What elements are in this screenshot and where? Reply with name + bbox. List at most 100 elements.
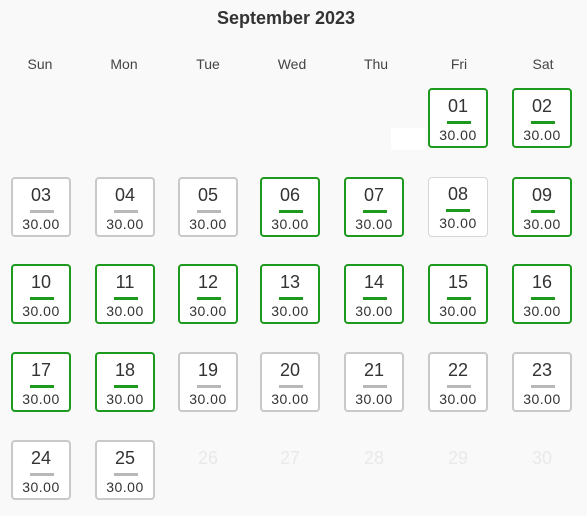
day-number: 06: [279, 185, 301, 205]
day-price: 30.00: [355, 303, 393, 319]
disabled-day-26: 26: [197, 448, 219, 468]
day-cell-10[interactable]: 10 30.00: [11, 264, 71, 324]
day-number: 01: [447, 96, 469, 116]
day-number: 22: [447, 360, 469, 380]
day-price: 30.00: [106, 303, 144, 319]
day-price: 30.00: [22, 479, 60, 495]
day-number: 17: [30, 360, 52, 380]
day-cell-01[interactable]: 01 30.00: [428, 88, 488, 148]
day-number: 05: [197, 185, 219, 205]
day-price: 30.00: [22, 303, 60, 319]
day-number: 09: [531, 185, 553, 205]
day-number: 18: [114, 360, 136, 380]
day-number: 11: [115, 272, 135, 292]
day-cell-12[interactable]: 12 30.00: [178, 264, 238, 324]
day-price: 30.00: [22, 391, 60, 407]
availability-bar: [197, 297, 221, 300]
day-cell-24[interactable]: 24 30.00: [11, 440, 71, 500]
day-price: 30.00: [189, 303, 227, 319]
disabled-day-29: 29: [447, 448, 469, 468]
day-cell-07[interactable]: 07 30.00: [344, 177, 404, 237]
availability-bar: [447, 385, 471, 388]
day-price: 30.00: [355, 391, 393, 407]
day-number: 24: [30, 448, 52, 468]
day-cell-17[interactable]: 17 30.00: [11, 352, 71, 412]
blank-patch: [391, 128, 425, 150]
day-price: 30.00: [189, 391, 227, 407]
day-price: 30.00: [439, 303, 477, 319]
disabled-day-27: 27: [279, 448, 301, 468]
day-cell-14[interactable]: 14 30.00: [344, 264, 404, 324]
day-price: 30.00: [271, 216, 309, 232]
day-price: 30.00: [22, 216, 60, 232]
day-number: 13: [279, 272, 301, 292]
month-title: September 2023: [216, 8, 356, 28]
day-price: 30.00: [523, 303, 561, 319]
day-number: 15: [447, 272, 469, 292]
weekday-tue: Tue: [196, 56, 220, 72]
day-cell-15[interactable]: 15 30.00: [428, 264, 488, 324]
day-cell-16[interactable]: 16 30.00: [512, 264, 572, 324]
day-price: 30.00: [523, 127, 561, 143]
day-number: 07: [363, 185, 385, 205]
day-price: 30.00: [106, 479, 144, 495]
day-cell-20[interactable]: 20 30.00: [260, 352, 320, 412]
day-price: 30.00: [106, 216, 144, 232]
day-cell-13[interactable]: 13 30.00: [260, 264, 320, 324]
day-price: 30.00: [189, 216, 227, 232]
day-cell-05[interactable]: 05 30.00: [178, 177, 238, 237]
availability-bar: [531, 297, 555, 300]
weekday-wed: Wed: [277, 56, 307, 72]
day-price: 30.00: [439, 127, 477, 143]
availability-bar: [363, 210, 387, 213]
day-price: 30.00: [523, 216, 561, 232]
availability-bar: [279, 297, 303, 300]
disabled-day-28: 28: [363, 448, 385, 468]
day-cell-23[interactable]: 23 30.00: [512, 352, 572, 412]
day-cell-06[interactable]: 06 30.00: [260, 177, 320, 237]
availability-bar: [531, 210, 555, 213]
availability-bar: [279, 210, 303, 213]
day-number: 12: [197, 272, 219, 292]
day-number: 21: [363, 360, 385, 380]
day-number: 16: [531, 272, 553, 292]
weekday-sat: Sat: [532, 56, 554, 72]
availability-bar: [363, 297, 387, 300]
weekday-thu: Thu: [363, 56, 389, 72]
day-cell-03[interactable]: 03 30.00: [11, 177, 71, 237]
day-number: 02: [531, 96, 553, 116]
availability-bar: [447, 297, 471, 300]
day-cell-22[interactable]: 22 30.00: [428, 352, 488, 412]
day-number: 14: [363, 272, 385, 292]
weekday-sun: Sun: [27, 56, 53, 72]
day-number: 20: [279, 360, 301, 380]
day-cell-09[interactable]: 09 30.00: [512, 177, 572, 237]
day-number: 19: [197, 360, 219, 380]
availability-bar: [114, 210, 138, 213]
day-cell-19[interactable]: 19 30.00: [178, 352, 238, 412]
day-cell-25[interactable]: 25 30.00: [95, 440, 155, 500]
availability-bar: [30, 297, 54, 300]
disabled-day-30: 30: [531, 448, 553, 468]
day-price: 30.00: [271, 303, 309, 319]
availability-bar: [114, 297, 138, 300]
day-cell-21[interactable]: 21 30.00: [344, 352, 404, 412]
availability-bar: [363, 385, 387, 388]
availability-bar: [30, 473, 54, 476]
availability-bar: [114, 385, 138, 388]
weekday-fri: Fri: [450, 56, 468, 72]
availability-bar: [447, 121, 471, 124]
day-price: 30.00: [106, 391, 144, 407]
day-number: 04: [114, 185, 136, 205]
availability-bar: [531, 385, 555, 388]
availability-bar: [197, 210, 221, 213]
day-price: 30.00: [439, 215, 477, 231]
day-cell-08[interactable]: 08 30.00: [428, 177, 488, 237]
availability-bar: [531, 121, 555, 124]
day-cell-18[interactable]: 18 30.00: [95, 352, 155, 412]
day-cell-04[interactable]: 04 30.00: [95, 177, 155, 237]
day-cell-02[interactable]: 02 30.00: [512, 88, 572, 148]
day-cell-11[interactable]: 11 30.00: [95, 264, 155, 324]
day-price: 30.00: [523, 391, 561, 407]
day-number: 23: [531, 360, 553, 380]
